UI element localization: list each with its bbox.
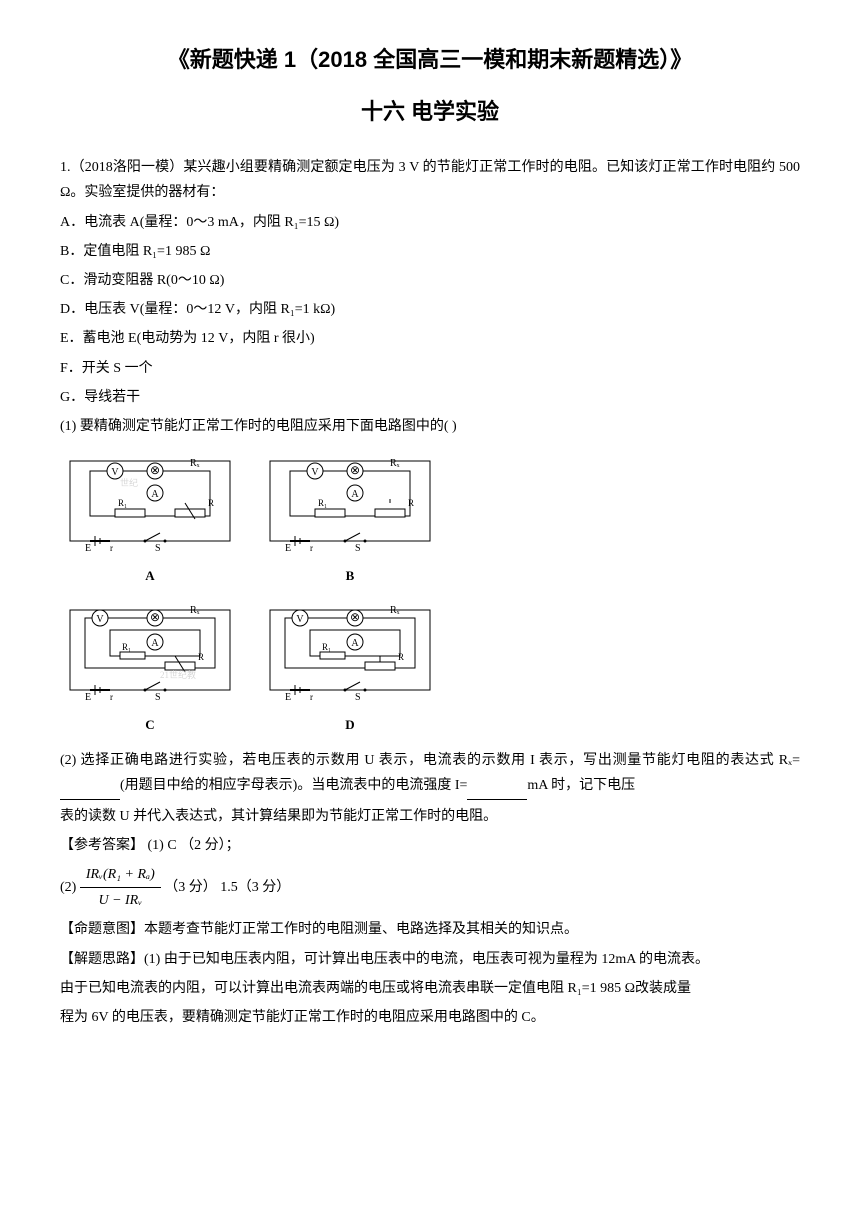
answer-block-1: 【参考答案】 (1) C （2 分）； [60,833,800,858]
svg-text:⊗: ⊗ [350,610,360,624]
solution-2: 由于已知电流表的内阻，可以计算出电流表两端的电压或将电流表串联一定值电阻 R₁=… [60,976,800,1001]
svg-text:R: R [408,498,414,508]
svg-text:⊗: ⊗ [150,463,160,477]
svg-text:r: r [110,692,113,700]
blank-2 [467,773,527,799]
item-a: A．电流表 A(量程：0～3 mA，内阻 R₁=15 Ω) [60,210,800,235]
answer-1: (1) C （2 分）； [148,838,240,853]
svg-text:R: R [208,498,214,508]
item-e: E．蓄电池 E(电动势为 12 V，内阻 r 很小) [60,326,800,351]
svg-text:R₁: R₁ [322,642,331,652]
svg-text:E: E [285,692,291,700]
svg-text:E: E [85,543,91,551]
svg-text:E: E [85,692,91,700]
svg-text:A: A [351,489,359,500]
intent-label: 【命题意图】 [60,922,144,937]
intent-text: 本题考查节能灯正常工作时的电阻测量、电路选择及其相关的知识点。 [144,922,578,937]
question-intro: 1.（2018洛阳一模）某兴趣小组要精确测定额定电压为 3 V 的节能灯正常工作… [60,155,800,205]
title-main: 《新题快递 1（2018 全国高三一模和期末新题精选）》 [60,40,800,80]
circuit-label-c: C [60,713,240,736]
svg-text:r: r [110,543,113,551]
svg-text:A: A [151,638,159,649]
svg-text:Rₓ: Rₓ [190,458,200,469]
svg-text:S: S [355,692,361,700]
circuit-c: V ⊗ Rₓ A R₁ R Er S 21世纪教 C [60,600,240,737]
svg-text:R₁: R₁ [118,498,127,508]
svg-text:Rₓ: Rₓ [390,605,400,616]
svg-text:r: r [310,692,313,700]
question-1-2: (2) 选择正确电路进行实验，若电压表的示数用 U 表示，电流表的示数用 I 表… [60,748,800,799]
circuit-b: V ⊗ Rₓ A R₁ R Er S B [260,451,440,588]
svg-text:⊗: ⊗ [350,463,360,477]
item-g: G．导线若干 [60,385,800,410]
item-c: C．滑动变阻器 R(0～10 Ω) [60,268,800,293]
svg-text:V: V [111,467,119,478]
solution-3: 程为 6V 的电压表，要精确测定节能灯正常工作时的电阻应采用电路图中的 C。 [60,1005,800,1030]
solution-label: 【解题思路】 [60,952,144,967]
item-b: B．定值电阻 R₁=1 985 Ω [60,239,800,264]
solution-block-1: 【解题思路】(1) 由于已知电压表内阻，可计算出电压表中的电流，电压表可视为量程… [60,947,800,972]
circuit-d: V ⊗ Rₓ A R₁ R Er S D [260,600,440,737]
svg-text:S: S [155,543,161,551]
answer-2-suffix: （3 分） 1.5（3 分） [164,880,290,895]
svg-text:R: R [198,652,204,662]
circuit-label-a: A [60,564,240,587]
circuit-a: V ⊗ Rₓ A R₁ R Er S 世纪 A [60,451,240,588]
answer-block-2: (2) IRᵥ(R₁ + Rₐ) U − IRᵥ （3 分） 1.5（3 分） [60,862,800,913]
svg-text:S: S [355,543,361,551]
svg-text:Rₓ: Rₓ [190,605,200,616]
question-1-1: (1) 要精确测定节能灯正常工作时的电阻应采用下面电路图中的( ) [60,414,800,439]
svg-text:R₁: R₁ [122,642,131,652]
blank-1 [60,773,120,799]
svg-text:Rₓ: Rₓ [390,458,400,469]
svg-text:R₁: R₁ [318,498,327,508]
svg-text:R: R [398,652,404,662]
answer-2-prefix: (2) [60,880,80,895]
svg-text:S: S [155,692,161,700]
svg-text:A: A [151,489,159,500]
circuit-label-d: D [260,713,440,736]
q12-pre: (2) 选择正确电路进行实验，若电压表的示数用 U 表示，电流表的示数用 I 表… [60,753,800,768]
svg-text:V: V [296,614,304,625]
svg-text:V: V [96,614,104,625]
formula-fraction: IRᵥ(R₁ + Rₐ) U − IRᵥ [80,862,161,913]
svg-text:⊗: ⊗ [150,610,160,624]
q12-mid: (用题目中给的相应字母表示)。当电流表中的电流强度 I= [120,778,467,793]
svg-text:r: r [310,543,313,551]
question-1-2-end: 表的读数 U 并代入表达式，其计算结果即为节能灯正常工作时的电阻。 [60,804,800,829]
title-sub: 十六 电学实验 [60,92,800,132]
circuit-label-b: B [260,564,440,587]
q12-unit: mA 时，记下电压 [527,778,635,793]
item-d: D．电压表 V(量程：0～12 V，内阻 R₁=1 kΩ) [60,297,800,322]
frac-denominator: U − IRᵥ [80,888,161,913]
frac-numerator: IRᵥ(R₁ + Rₐ) [80,862,161,888]
intent-block: 【命题意图】本题考查节能灯正常工作时的电阻测量、电路选择及其相关的知识点。 [60,917,800,942]
svg-text:A: A [351,638,359,649]
svg-text:世纪: 世纪 [120,477,138,488]
svg-text:21世纪教: 21世纪教 [160,669,196,680]
circuit-diagrams: V ⊗ Rₓ A R₁ R Er S 世纪 A V ⊗ Rₓ A R₁ R [60,451,800,736]
item-f: F．开关 S 一个 [60,356,800,381]
solution-1: (1) 由于已知电压表内阻，可计算出电压表中的电流，电压表可视为量程为 12mA… [144,952,709,967]
svg-text:V: V [311,467,319,478]
svg-text:E: E [285,543,291,551]
answer-label: 【参考答案】 [60,838,144,853]
